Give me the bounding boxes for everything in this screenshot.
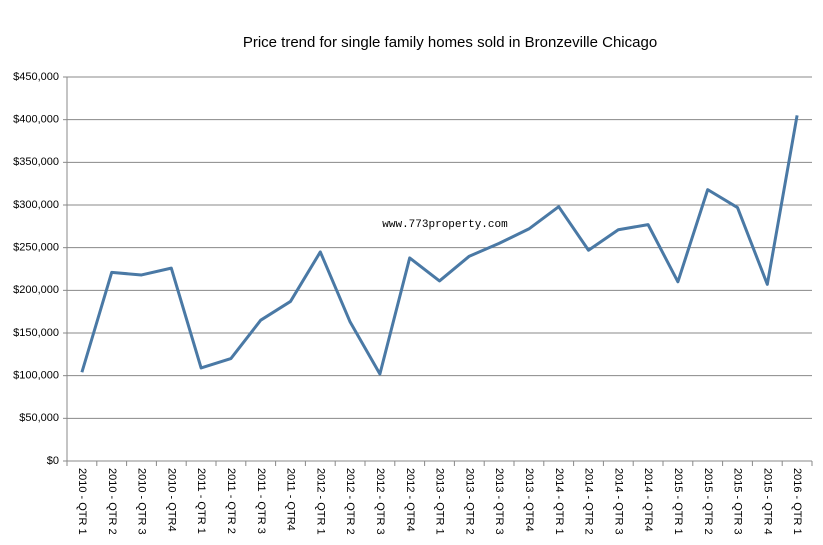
x-tick-label: 2014 - QTR 1	[553, 468, 565, 535]
line-series	[80, 115, 799, 376]
y-tick-label: $0	[47, 455, 59, 467]
x-tick-label: 2012 - QTR 1	[314, 468, 326, 535]
y-tick-label: $200,000	[13, 284, 59, 296]
y-tick-label: $150,000	[13, 327, 59, 339]
x-tick-label: 2012 - QTR 2	[344, 468, 356, 535]
x-tick-label: 2010 - QTR 1	[76, 468, 88, 535]
x-tick-label: 2015 - QTR 3	[732, 468, 744, 535]
x-tick-label: 2014 - QTR 2	[583, 468, 595, 535]
x-tick-label: 2011 - QTR4	[285, 468, 297, 531]
x-tick-label: 2012 - QTR 3	[374, 468, 386, 535]
y-tick-label: $100,000	[13, 370, 59, 382]
y-tick-label: $250,000	[13, 242, 59, 254]
x-tick-label: 2011 - QTR 3	[255, 468, 267, 534]
chart-title: Price trend for single family homes sold…	[243, 34, 657, 51]
y-tick-label: $50,000	[19, 412, 59, 424]
x-tick-label: 2014 - QTR 3	[612, 468, 624, 535]
y-tick-label: $450,000	[13, 71, 59, 83]
x-tick-label: 2011 - QTR 1	[195, 468, 207, 534]
y-tick-label: $400,000	[13, 114, 59, 126]
x-tick-label: 2015 - QTR 1	[672, 468, 684, 535]
x-tick-label: 2014 - QTR4	[642, 468, 654, 532]
x-tick-label: 2010 - QTR 3	[136, 468, 148, 535]
x-tick-label: 2013 - QTR 3	[493, 468, 505, 535]
x-tick-label: 2010 - QTR4	[165, 468, 177, 532]
x-tick-label: 2013 - QTR 2	[463, 468, 475, 535]
x-tick-label: 2012 - QTR4	[404, 468, 416, 532]
annotation: www.773property.com	[382, 219, 508, 231]
x-tick-label: 2011 - QTR 2	[225, 468, 237, 534]
x-tick-label: 2016 - QTR 1	[791, 468, 803, 535]
x-tick-label: 2015 - QTR 4	[761, 468, 773, 535]
y-tick-label: $350,000	[13, 156, 59, 168]
y-tick-label: $300,000	[13, 199, 59, 211]
x-tick-label: 2013 - QTR 1	[434, 468, 446, 535]
x-tick-label: 2010 - QTR 2	[106, 468, 118, 535]
x-tick-label: 2013 - QTR4	[523, 468, 535, 532]
x-tick-label: 2015 - QTR 2	[702, 468, 714, 535]
